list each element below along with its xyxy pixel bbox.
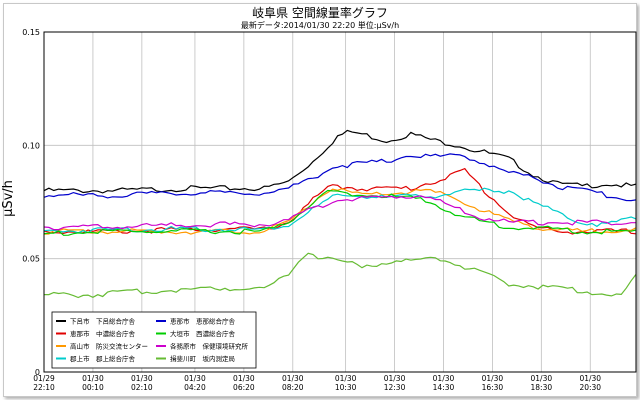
legend-label: 各務原市 保健環境研究所 [170, 342, 249, 351]
x-tick-time: 06:20 [233, 383, 255, 392]
legend-label: 恵那市 恵那総合庁舎 [170, 317, 236, 326]
x-tick-date: 01/30 [335, 374, 357, 383]
legend-label: 大垣市 西濃総合庁舎 [170, 329, 236, 338]
x-tick-date: 01/30 [282, 374, 304, 383]
x-tick-time: 18:30 [531, 383, 553, 392]
series-line [43, 187, 637, 235]
plot-border [43, 31, 637, 373]
x-tick-date: 01/30 [184, 374, 206, 383]
legend-box [51, 311, 257, 369]
x-tick-date: 01/30 [579, 374, 601, 383]
x-tick-date: 01/30 [131, 374, 153, 383]
x-tick-date: 01/30 [384, 374, 406, 383]
series-line [43, 189, 637, 236]
y-tick-label: 0 [35, 368, 40, 377]
x-tick-date: 01/30 [482, 374, 504, 383]
x-tick-time: 16:30 [482, 383, 504, 392]
x-tick-date: 01/30 [531, 374, 553, 383]
x-tick-time: 22:10 [33, 383, 55, 392]
x-tick-time: 02:10 [131, 383, 153, 392]
y-tick-label: 0.15 [22, 28, 40, 37]
series-line [44, 252, 637, 299]
x-tick-time: 08:20 [282, 383, 304, 392]
x-tick-time: 04:20 [184, 383, 206, 392]
x-tick-time: 12:30 [384, 383, 406, 392]
series-line [43, 153, 637, 202]
legend-label: 高山市 防災交流センター [70, 342, 148, 351]
series-line [43, 129, 637, 194]
y-tick-label: 0.05 [22, 255, 40, 264]
y-tick-label: 0.10 [22, 141, 40, 150]
x-tick-time: 20:30 [579, 383, 601, 392]
chart-subtitle: 最新データ:2014/01/30 22:20 単位:μSv/h [240, 21, 400, 30]
legend-label: 郡上市 郡上総合庁舎 [70, 354, 136, 363]
x-tick-date: 01/30 [433, 374, 455, 383]
x-tick-date: 01/30 [233, 374, 255, 383]
legend-label: 下呂市 下呂総合庁舎 [70, 317, 136, 326]
x-tick-time: 10:30 [335, 383, 357, 392]
x-tick-time: 00:10 [82, 383, 104, 392]
legend-label: 恵那市 中濃総合庁舎 [70, 329, 136, 338]
legend-label: 揖斐川町 坂内測定局 [170, 354, 235, 363]
chart-title: 岐阜県 空間線量率グラフ [252, 6, 388, 20]
x-tick-date: 01/29 [33, 374, 55, 383]
x-tick-time: 14:30 [433, 383, 455, 392]
series-line [43, 195, 636, 231]
x-tick-date: 01/30 [82, 374, 104, 383]
